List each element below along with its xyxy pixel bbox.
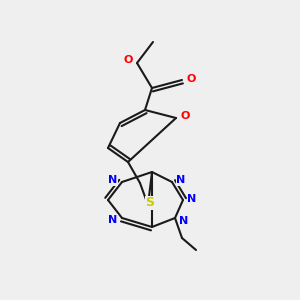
Text: N: N xyxy=(188,194,196,204)
Text: O: O xyxy=(186,74,196,84)
Text: N: N xyxy=(179,216,189,226)
Text: N: N xyxy=(108,215,118,225)
Text: N: N xyxy=(176,175,186,185)
Text: O: O xyxy=(123,55,133,65)
Text: O: O xyxy=(180,111,190,121)
Text: N: N xyxy=(108,175,118,185)
Text: S: S xyxy=(146,196,154,209)
